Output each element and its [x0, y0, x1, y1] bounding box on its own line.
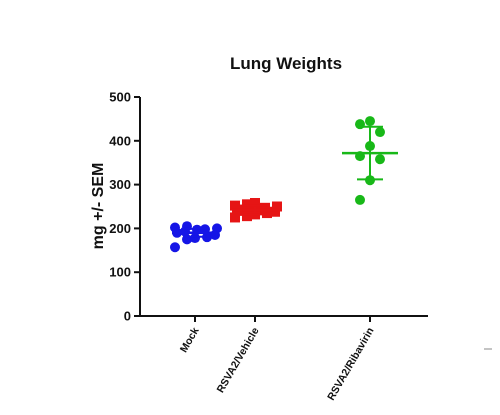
- data-points: [170, 116, 398, 253]
- x-tick-label-0: Mock: [178, 325, 202, 354]
- y-tick-label-100: 100: [109, 265, 131, 280]
- x-axis-ticks: Mock RSVA2/Vehicle RSVA2/Ribavirin: [178, 316, 377, 403]
- y-tick-label-200: 200: [109, 221, 131, 236]
- data-point: [170, 222, 180, 233]
- data-point: [230, 212, 240, 223]
- series-0: [170, 221, 222, 253]
- x-tick-label-2: RSVA2/Ribavirin: [325, 326, 376, 403]
- data-point: [242, 199, 252, 210]
- series-1: [230, 197, 282, 223]
- y-axis-ticks: 0 100 200 300 400 500: [109, 90, 140, 324]
- data-point: [375, 154, 385, 165]
- data-point: [170, 242, 180, 253]
- data-point: [260, 202, 270, 213]
- data-point: [252, 203, 262, 214]
- y-tick-label-300: 300: [109, 177, 131, 192]
- data-point: [375, 127, 385, 138]
- data-point: [190, 233, 200, 244]
- y-tick-label-500: 500: [109, 90, 131, 105]
- data-point: [242, 211, 252, 222]
- y-tick-label-0: 0: [124, 309, 131, 324]
- data-point: [250, 197, 260, 208]
- y-tick-label-400: 400: [109, 133, 131, 148]
- data-point: [230, 200, 240, 211]
- data-point: [365, 116, 375, 127]
- chart-title: Lung Weights: [230, 54, 342, 73]
- x-tick-label-1: RSVA2/Vehicle: [215, 325, 262, 395]
- data-point: [270, 206, 280, 217]
- data-point: [355, 194, 365, 205]
- y-axis-label: mg +/- SEM: [90, 163, 107, 250]
- data-point: [272, 201, 282, 212]
- data-point: [262, 208, 272, 219]
- data-point: [212, 223, 222, 234]
- series-2: [342, 116, 398, 205]
